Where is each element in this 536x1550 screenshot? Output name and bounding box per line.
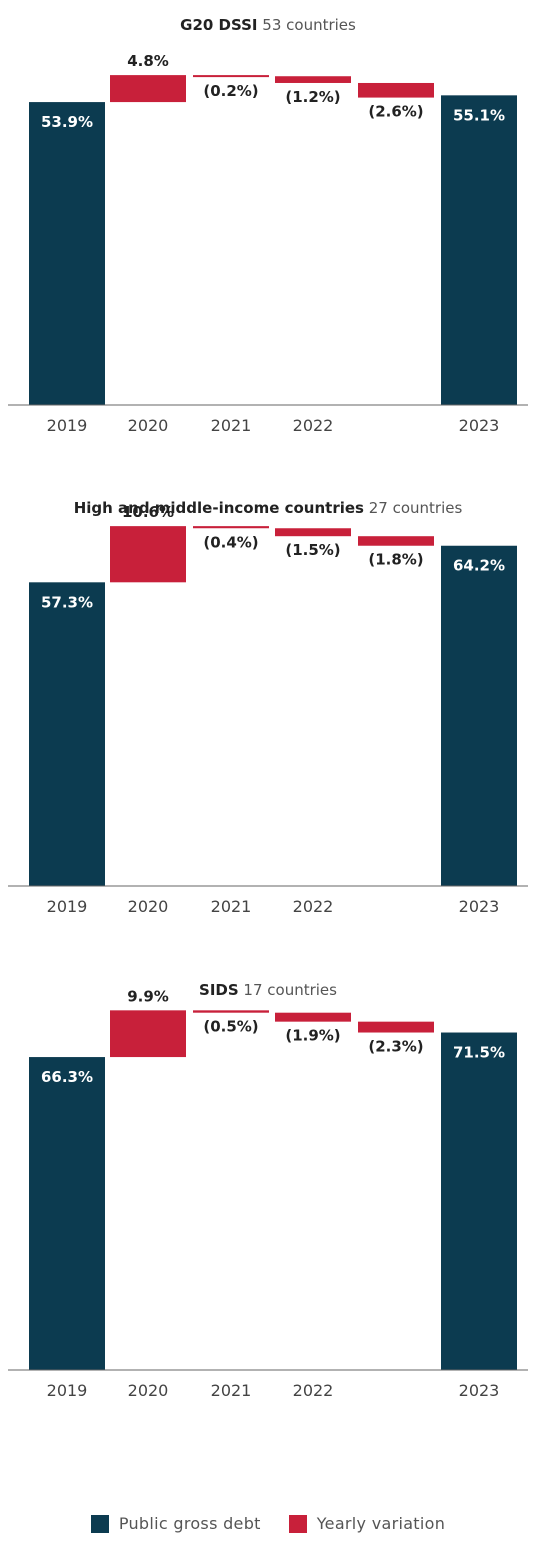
tick-label: 2019	[47, 1381, 88, 1400]
variation-bar	[193, 526, 269, 529]
tick-label: 2020	[128, 416, 169, 435]
variation-bar	[275, 76, 351, 83]
chart-title: G20 DSSI 53 countries	[180, 16, 356, 34]
data-label: 53.9%	[41, 113, 93, 131]
data-label: (1.9%)	[285, 1027, 340, 1045]
debt-bar-start	[29, 102, 105, 405]
debt-bar-start	[29, 582, 105, 886]
variation-bar	[110, 1010, 186, 1058]
chart-title-main: SIDS	[199, 981, 239, 999]
data-label: 9.9%	[127, 987, 169, 1005]
chart-panel-2: High and middle-income countries 27 coun…	[8, 499, 528, 916]
tick-label: 2023	[459, 1381, 500, 1400]
data-label: (1.8%)	[368, 551, 423, 569]
variation-bar	[193, 1010, 269, 1013]
tick-label: 2019	[47, 897, 88, 916]
tick-label: 2021	[211, 1381, 252, 1400]
data-label: 66.3%	[41, 1068, 93, 1086]
tick-label: 2023	[459, 416, 500, 435]
chart-panel-1: G20 DSSI 53 countries 53.9% 4.8% (0.2%) (1.2…	[8, 16, 528, 435]
legend: Public gross debt Yearly variation	[0, 1514, 536, 1533]
tick-label: 2023	[459, 897, 500, 916]
variation-bar	[275, 528, 351, 537]
legend-label-variation: Yearly variation	[316, 1514, 446, 1533]
chart-title-sub: 17 countries	[239, 981, 338, 999]
variation-bar	[358, 1021, 434, 1033]
tick-label: 2022	[293, 1381, 334, 1400]
data-label: (2.6%)	[368, 103, 423, 121]
data-label: 55.1%	[453, 106, 505, 124]
legend-swatch-debt	[90, 1514, 109, 1533]
legend-item-debt: Public gross debt	[90, 1514, 261, 1533]
tick-label: 2021	[211, 416, 252, 435]
variation-bar	[358, 536, 434, 546]
legend-swatch-variation	[288, 1514, 307, 1533]
tick-label: 2022	[293, 416, 334, 435]
data-label: (0.4%)	[203, 533, 258, 551]
variation-bar	[193, 75, 269, 78]
data-label: (1.5%)	[285, 541, 340, 559]
data-label: 71.5%	[453, 1044, 505, 1062]
variation-bar	[110, 75, 186, 103]
data-label: 57.3%	[41, 593, 93, 611]
debt-bar-end	[441, 1032, 517, 1370]
variation-bar	[358, 82, 434, 98]
data-label: 4.8%	[127, 52, 169, 70]
debt-bar-end	[441, 95, 517, 405]
variation-bar	[110, 526, 186, 583]
legend-item-variation: Yearly variation	[288, 1514, 446, 1533]
chart-title: SIDS 17 countries	[199, 981, 337, 999]
data-label: (2.3%)	[368, 1038, 423, 1056]
tick-label: 2020	[128, 897, 169, 916]
data-label: (1.2%)	[285, 88, 340, 106]
data-label: 64.2%	[453, 557, 505, 575]
tick-label: 2021	[211, 897, 252, 916]
chart-title-sub: 27 countries	[364, 499, 463, 517]
data-label: (0.5%)	[203, 1018, 258, 1036]
data-label: (0.2%)	[203, 82, 258, 100]
chart-title-main: High and middle-income countries	[74, 499, 364, 517]
debt-bar-start	[29, 1057, 105, 1370]
variation-bar	[275, 1012, 351, 1022]
legend-label-debt: Public gross debt	[118, 1514, 261, 1533]
tick-label: 2020	[128, 1381, 169, 1400]
chart-title: High and middle-income countries 27 coun…	[74, 499, 463, 517]
tick-label: 2019	[47, 416, 88, 435]
chart-title-main: G20 DSSI	[180, 16, 257, 34]
chart-panel-3: SIDS 17 countries 66.3% 9.9% (0.5%) (1.9%) (2…	[8, 981, 528, 1400]
data-label: 10.6%	[122, 503, 174, 521]
chart-title-sub: 53 countries	[258, 16, 357, 34]
tick-label: 2022	[293, 897, 334, 916]
debt-bar-end	[441, 545, 517, 886]
